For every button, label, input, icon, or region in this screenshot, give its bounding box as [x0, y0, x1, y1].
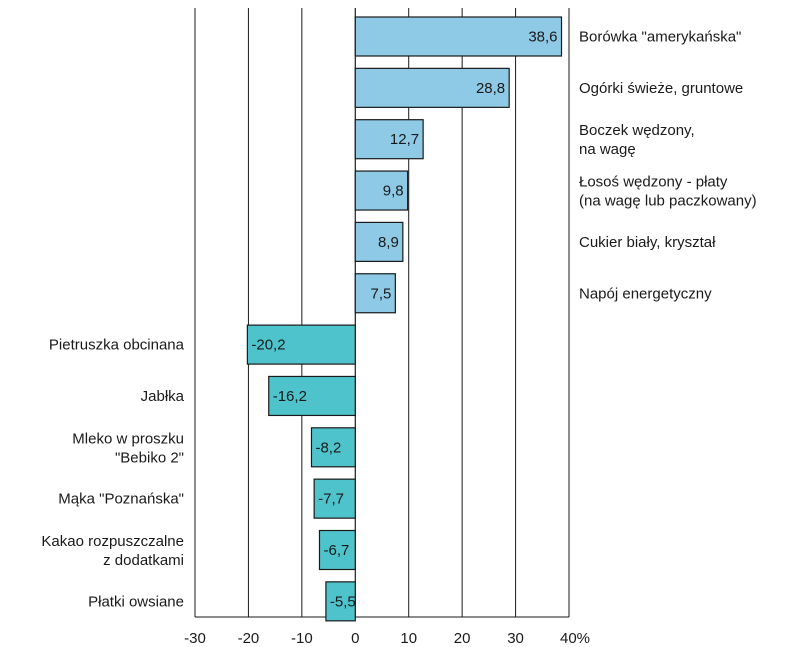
bar-value-label: -20,2: [251, 337, 285, 354]
x-tick-label: 10: [400, 630, 417, 647]
x-tick-label: 0: [351, 630, 359, 647]
x-tick-label: 20: [454, 630, 471, 647]
bar: [325, 581, 356, 622]
bar: [313, 478, 356, 519]
category-label: na wagę: [579, 141, 636, 158]
x-tick-label: -30: [184, 630, 206, 647]
category-label: Mąka "Poznańska": [58, 491, 184, 508]
bar-value-labels: 38,6 28,8 12,7 9,8 8,9 7,5 -20,2 -16,2 -8,2 -7,7 -…: [251, 29, 557, 611]
x-tick-label: 30: [507, 630, 524, 647]
bar-value-label: 28,8: [476, 80, 505, 97]
category-label: (na wagę lub paczkowany): [579, 193, 757, 210]
bar: [310, 427, 356, 468]
bar: [318, 529, 356, 571]
x-tick-label: -10: [291, 630, 313, 647]
bar: [354, 273, 396, 314]
bar: [354, 170, 409, 211]
grid-lines: [194, 8, 570, 618]
bar: [354, 67, 510, 108]
bar-value-label: -16,2: [273, 388, 307, 405]
x-tick-label: 40%: [560, 630, 590, 647]
bar-value-label: -8,2: [315, 439, 341, 456]
category-label: Kakao rozpuszczalne: [41, 533, 184, 550]
x-axis-tick-labels: -30 -20 -10 0 10 20 30 40%: [184, 630, 590, 647]
bars: [246, 16, 563, 622]
category-label: Łosoś wędzony - płaty: [579, 174, 728, 191]
category-label: Płatki owsiane: [88, 593, 184, 610]
bar: [354, 16, 563, 57]
bar: [354, 119, 424, 160]
bar-value-label: 38,6: [528, 29, 557, 46]
category-label: Borówka "amerykańska": [579, 29, 741, 46]
bar-value-label: -7,7: [318, 491, 344, 508]
bar-value-label: -5,5: [330, 593, 356, 610]
category-label: Ogórki świeże, gruntowe: [579, 80, 743, 97]
bar: [246, 324, 356, 365]
category-label: z dodatkami: [103, 552, 184, 569]
bar: [354, 221, 404, 262]
category-label: Boczek wędzony,: [579, 122, 695, 139]
category-label: Cukier biały, kryształ: [579, 234, 716, 251]
bar-value-label: -6,7: [323, 542, 349, 559]
bar-value-label: 12,7: [390, 131, 419, 148]
bar-value-label: 9,8: [383, 183, 404, 200]
category-label: Mleko w proszku: [72, 430, 184, 447]
bar-value-label: 7,5: [370, 285, 391, 302]
category-label: Pietruszka obcinana: [49, 337, 185, 354]
bar-value-label: 8,9: [378, 234, 399, 251]
category-label: Napój energetyczny: [579, 285, 712, 302]
x-tick-label: -20: [238, 630, 260, 647]
category-label: "Bebiko 2": [115, 449, 184, 466]
category-labels: Borówka "amerykańska" Ogórki świeże, grun…: [41, 29, 756, 611]
bar: [268, 375, 356, 417]
category-label: Jabłka: [141, 388, 185, 405]
